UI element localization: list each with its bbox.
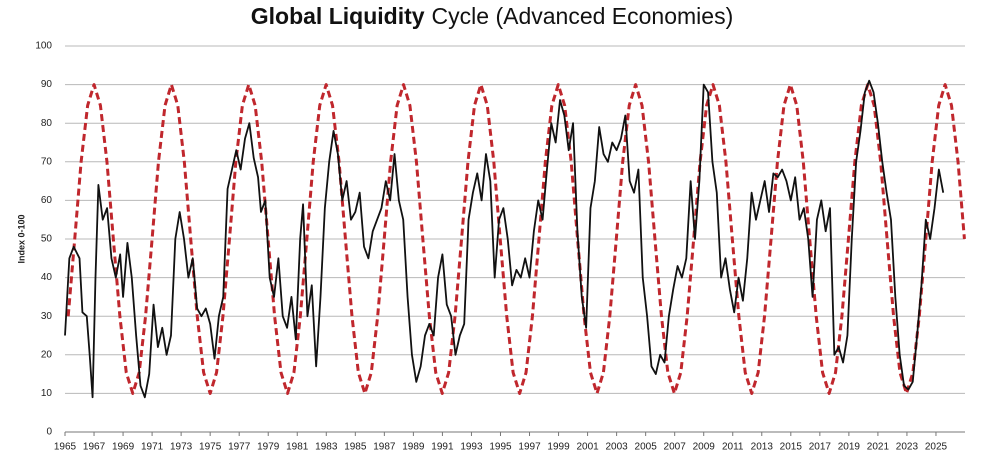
y-tick-label: 70 xyxy=(41,156,53,167)
title-bold: Global Liquidity xyxy=(251,3,425,29)
x-tick-label: 1983 xyxy=(315,442,338,453)
title-rest: Cycle (Advanced Economies) xyxy=(432,3,734,29)
x-tick-label: 2015 xyxy=(780,442,803,453)
y-tick-label: 0 xyxy=(46,427,52,438)
x-tick-label: 1975 xyxy=(199,442,222,453)
x-tick-label: 2007 xyxy=(664,442,687,453)
x-tick-label: 1965 xyxy=(54,442,77,453)
x-tick-label: 1981 xyxy=(286,442,309,453)
x-tick-label: 1979 xyxy=(257,442,280,453)
y-tick-label: 30 xyxy=(41,311,53,322)
x-tick-label: 1985 xyxy=(344,442,367,453)
x-tick-label: 2011 xyxy=(722,442,744,453)
y-tick-label: 100 xyxy=(35,41,52,52)
x-tick-label: 2021 xyxy=(867,442,890,453)
x-tick-label: 2025 xyxy=(925,442,948,453)
x-tick-label: 2003 xyxy=(605,442,628,453)
y-tick-label: 80 xyxy=(41,118,53,129)
y-tick-label: 50 xyxy=(41,234,53,245)
y-tick-label: 90 xyxy=(41,79,53,90)
x-tick-label: 1993 xyxy=(460,442,483,453)
x-tick-label: 1991 xyxy=(431,442,454,453)
x-tick-label: 2013 xyxy=(751,442,774,453)
x-tick-label: 1971 xyxy=(141,442,164,453)
liquidity-line xyxy=(64,79,945,399)
x-tick-label: 1997 xyxy=(518,442,541,453)
x-tick-label: 2017 xyxy=(809,442,832,453)
x-tick-label: 1999 xyxy=(547,442,570,453)
x-tick-label: 2001 xyxy=(576,442,599,453)
x-tick-label: 2009 xyxy=(693,442,716,453)
x-tick-label: 1969 xyxy=(112,442,135,453)
cycle-line xyxy=(66,83,966,395)
x-tick-label: 1977 xyxy=(228,442,251,453)
y-tick-label: 10 xyxy=(41,388,53,399)
y-tick-label: 40 xyxy=(41,272,53,283)
chart-title: Global Liquidity Cycle (Advanced Economie… xyxy=(251,3,733,29)
x-tick-label: 1989 xyxy=(402,442,425,453)
x-tick-label: 2019 xyxy=(838,442,861,453)
x-tick-label: 1995 xyxy=(489,442,512,453)
y-tick-label: 60 xyxy=(41,195,53,206)
x-tick-label: 1987 xyxy=(373,442,396,453)
x-tick-label: 2023 xyxy=(896,442,919,453)
y-tick-label: 20 xyxy=(41,349,53,360)
x-tick-label: 2005 xyxy=(635,442,658,453)
y-axis-label: Index 0-100 xyxy=(16,214,26,263)
x-tick-label: 1967 xyxy=(83,442,106,453)
x-tick-label: 1973 xyxy=(170,442,193,453)
